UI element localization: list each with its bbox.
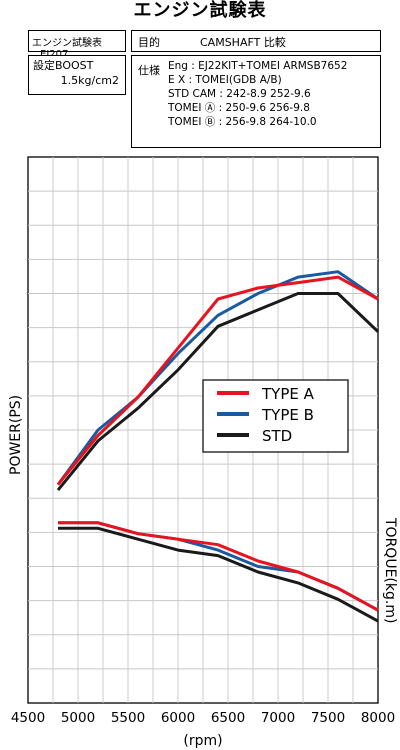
x-tick-label: 5000 xyxy=(61,710,95,726)
boost-box: 設定BOOST 1.5kg/cm2 xyxy=(28,55,126,95)
boost-value: 1.5kg/cm2 xyxy=(60,74,119,87)
spec-box: 仕様 Eng : EJ22KIT+TOMEI ARMSB7652 E X : T… xyxy=(131,55,381,148)
test-number-box: エンジン試験表EJ207 xyxy=(28,30,126,60)
y-axis-label-right: TORQUE(kg.m) xyxy=(382,517,398,623)
series-layer xyxy=(56,270,380,623)
x-tick-label: 7000 xyxy=(261,710,295,726)
x-tick-label: 7500 xyxy=(311,710,345,726)
purpose-box: 目的 CAMSHAFT 比較 xyxy=(131,30,381,52)
purpose-label: 目的 xyxy=(138,36,160,49)
series-line-std-power xyxy=(56,292,380,492)
spec-line: STD CAM : 242-8.9 252-9.6 xyxy=(168,88,311,100)
spec-line: E X : TOMEI(GDB A/B) xyxy=(168,74,282,86)
series-line-std-torque xyxy=(58,526,379,623)
test-number-value: EJ207 xyxy=(40,49,68,60)
page-title: エンジン試験表 xyxy=(133,0,267,21)
spec-lines: Eng : EJ22KIT+TOMEI ARMSB7652 E X : TOME… xyxy=(168,59,347,129)
legend-label-type-b: TYPE B xyxy=(261,406,314,424)
test-number-label: エンジン試験表 xyxy=(32,38,102,49)
legend-label-std: STD xyxy=(262,427,292,445)
x-tick-label: 6500 xyxy=(211,710,245,726)
x-axis-label: (rpm) xyxy=(183,733,222,749)
series-line-type_a-torque xyxy=(58,521,379,612)
x-tick-label: 6000 xyxy=(161,710,195,726)
purpose-value: CAMSHAFT 比較 xyxy=(200,36,286,49)
x-tick-label: 8000 xyxy=(361,710,395,726)
x-tick-label: 4500 xyxy=(11,710,45,726)
series-line-type_b-power xyxy=(56,270,379,486)
y-axis-label-left: POWER(PS) xyxy=(8,395,24,475)
legend: TYPE A TYPE B STD xyxy=(202,379,349,453)
spec-line: Eng : EJ22KIT+TOMEI ARMSB7652 xyxy=(168,60,348,72)
x-tick-label: 5500 xyxy=(111,710,145,726)
x-tick-labels: 4500 5000 5500 6000 6500 7000 7500 8000 xyxy=(11,710,395,726)
spec-line: TOMEI Ⓐ : 250-9.6 256-9.8 xyxy=(168,102,310,114)
spec-line: TOMEI Ⓑ : 256-9.8 264-10.0 xyxy=(168,116,317,128)
spec-label: 仕様 xyxy=(138,64,160,77)
boost-label: 設定BOOST xyxy=(33,59,94,72)
series-line-type_a-power xyxy=(56,275,379,486)
grid xyxy=(28,157,378,703)
legend-label-type-a: TYPE A xyxy=(261,385,315,403)
